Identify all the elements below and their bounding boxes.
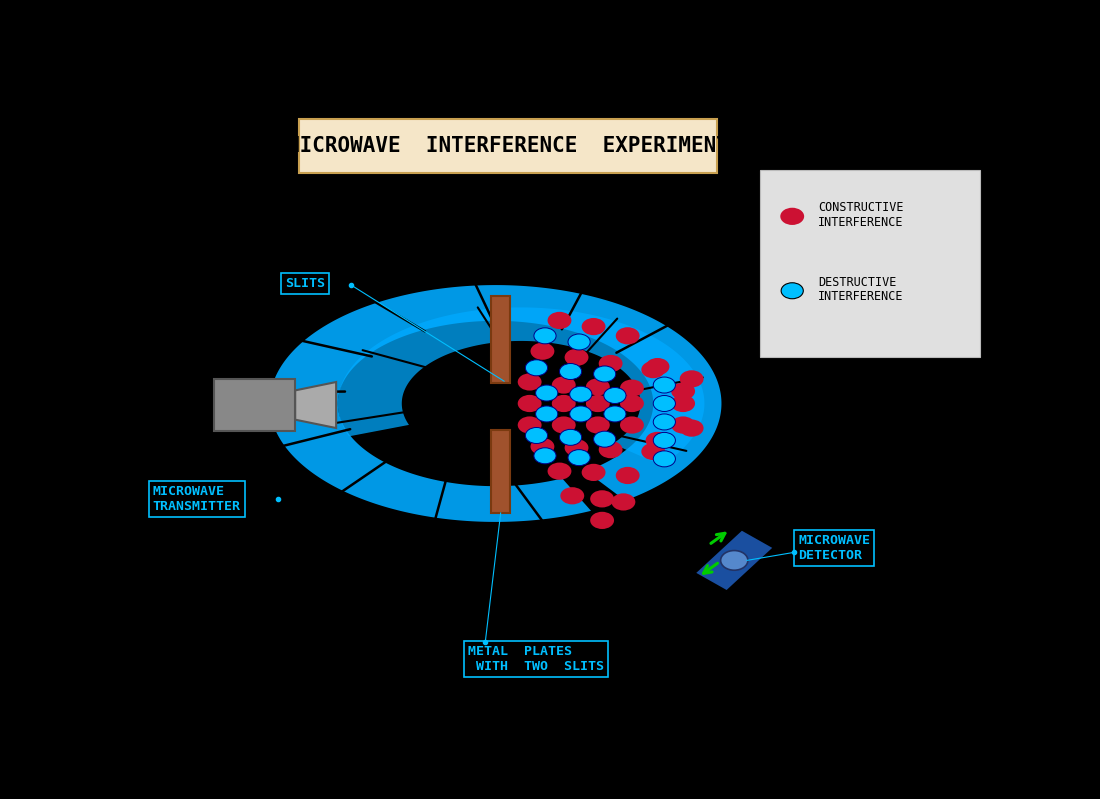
Circle shape [534,328,557,344]
Circle shape [586,416,609,434]
FancyBboxPatch shape [299,118,717,173]
Circle shape [781,283,803,299]
Circle shape [598,355,623,372]
Circle shape [616,328,639,344]
Circle shape [641,361,666,378]
Text: METAL  PLATES
 WITH  TWO  SLITS: METAL PLATES WITH TWO SLITS [469,645,604,673]
Circle shape [586,378,609,396]
Circle shape [560,487,584,504]
Circle shape [653,396,675,411]
Circle shape [530,438,554,455]
Circle shape [560,429,582,445]
Bar [214,379,295,431]
Circle shape [526,360,548,376]
Circle shape [518,395,541,412]
Circle shape [594,366,616,382]
Circle shape [620,416,644,434]
Circle shape [646,431,670,449]
Circle shape [552,395,575,412]
Circle shape [518,416,541,434]
Circle shape [612,493,636,511]
Circle shape [720,551,748,570]
Circle shape [680,370,704,388]
Circle shape [604,388,626,403]
Circle shape [548,463,571,479]
Polygon shape [338,308,704,465]
Bar [492,431,510,513]
Circle shape [594,431,616,447]
Polygon shape [270,285,722,522]
Circle shape [653,377,675,393]
Text: INTERFERENCE: INTERFERENCE [817,216,903,229]
Circle shape [570,386,592,402]
Circle shape [548,312,571,329]
Circle shape [620,395,644,412]
Circle shape [646,358,670,376]
Circle shape [534,447,557,463]
Circle shape [560,364,582,380]
Circle shape [604,406,626,422]
Circle shape [526,427,548,443]
Text: SLITS: SLITS [285,277,324,290]
Circle shape [530,343,554,360]
Circle shape [591,512,614,529]
Circle shape [552,376,575,394]
Circle shape [671,383,695,400]
Circle shape [616,467,639,484]
Text: MICROWAVE
DETECTOR: MICROWAVE DETECTOR [799,534,870,562]
Circle shape [598,441,623,459]
Polygon shape [295,382,337,428]
Bar [492,296,510,384]
Circle shape [568,334,591,350]
Circle shape [564,348,589,366]
Polygon shape [694,530,774,591]
Text: DESTRUCTIVE: DESTRUCTIVE [817,276,896,288]
Text: MICROWAVE
TRANSMITTER: MICROWAVE TRANSMITTER [153,485,241,513]
Circle shape [552,416,575,434]
Circle shape [582,318,605,336]
Circle shape [620,380,644,397]
Circle shape [671,395,695,412]
Text: MICROWAVE  INTERFERENCE  EXPERIMENT: MICROWAVE INTERFERENCE EXPERIMENT [287,136,729,156]
Circle shape [536,385,558,401]
Text: CONSTRUCTIVE: CONSTRUCTIVE [817,201,903,214]
FancyBboxPatch shape [760,169,980,357]
Circle shape [641,443,666,460]
Circle shape [518,373,541,391]
Circle shape [536,406,558,422]
Circle shape [582,463,605,481]
Circle shape [586,395,609,412]
Circle shape [568,450,591,466]
Circle shape [653,414,675,430]
Circle shape [780,208,804,225]
Circle shape [564,439,589,456]
Circle shape [671,416,695,434]
Circle shape [653,432,675,448]
Text: INTERFERENCE: INTERFERENCE [817,290,903,304]
Circle shape [591,491,614,507]
Circle shape [653,451,675,467]
Circle shape [570,406,592,422]
Circle shape [680,419,704,437]
